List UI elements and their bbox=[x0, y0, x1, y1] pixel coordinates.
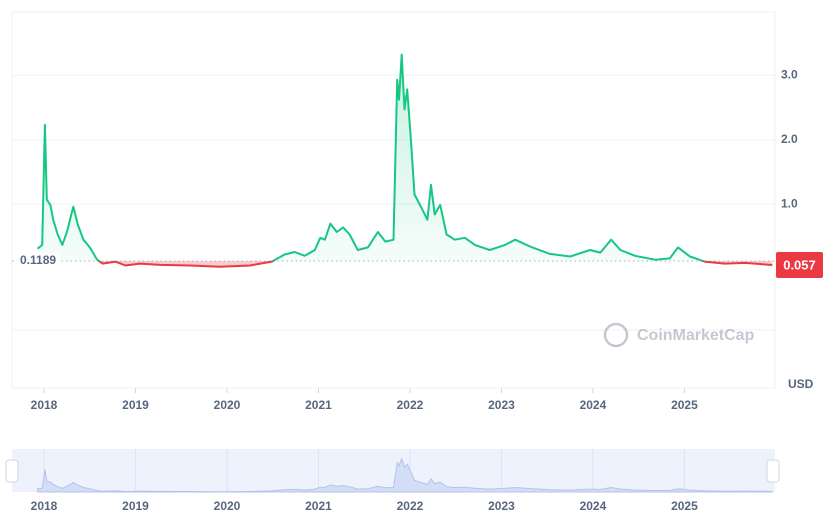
navigator-tick-label: 2025 bbox=[671, 499, 698, 513]
x-tick-label: 2024 bbox=[580, 398, 607, 412]
navigator-handle[interactable] bbox=[5, 459, 19, 483]
price-tag bbox=[776, 252, 823, 279]
navigator-tick-label: 2024 bbox=[580, 499, 607, 513]
navigator-tick-label: 2023 bbox=[488, 499, 515, 513]
price-tag-label: 0.057 bbox=[783, 257, 816, 272]
watermark-logo bbox=[603, 322, 629, 348]
watermark: CoinMarketCap bbox=[603, 322, 755, 348]
navigator-tick-label: 2019 bbox=[122, 499, 149, 513]
plot-frame bbox=[11, 11, 776, 389]
baseline-label: 0.1189 bbox=[20, 253, 56, 267]
x-tick-label: 2025 bbox=[671, 398, 698, 412]
navigator-tick-label: 2021 bbox=[305, 499, 332, 513]
baseline-label-bg bbox=[16, 253, 60, 270]
x-tick-label: 2021 bbox=[305, 398, 332, 412]
y-tick-label: 1.0 bbox=[781, 196, 798, 210]
navigator-tick-label: 2020 bbox=[214, 499, 241, 513]
navigator-tick-label: 2018 bbox=[31, 499, 58, 513]
area bbox=[37, 54, 773, 267]
navigator-tick-label: 2022 bbox=[397, 499, 424, 513]
x-tick-label: 2019 bbox=[122, 398, 149, 412]
x-tick-label: 2020 bbox=[214, 398, 241, 412]
price-line bbox=[36, 53, 773, 268]
x-tick-label: 2022 bbox=[397, 398, 424, 412]
navigator-handle[interactable] bbox=[766, 459, 780, 483]
x-tick-label: 2018 bbox=[31, 398, 58, 412]
y-tick-label: 2.0 bbox=[781, 132, 798, 146]
unit-label: USD bbox=[788, 377, 814, 391]
y-tick-label: 3.0 bbox=[781, 67, 798, 81]
x-tick-label: 2023 bbox=[488, 398, 515, 412]
navigator-area bbox=[37, 457, 773, 493]
watermark-text: CoinMarketCap bbox=[637, 327, 755, 344]
